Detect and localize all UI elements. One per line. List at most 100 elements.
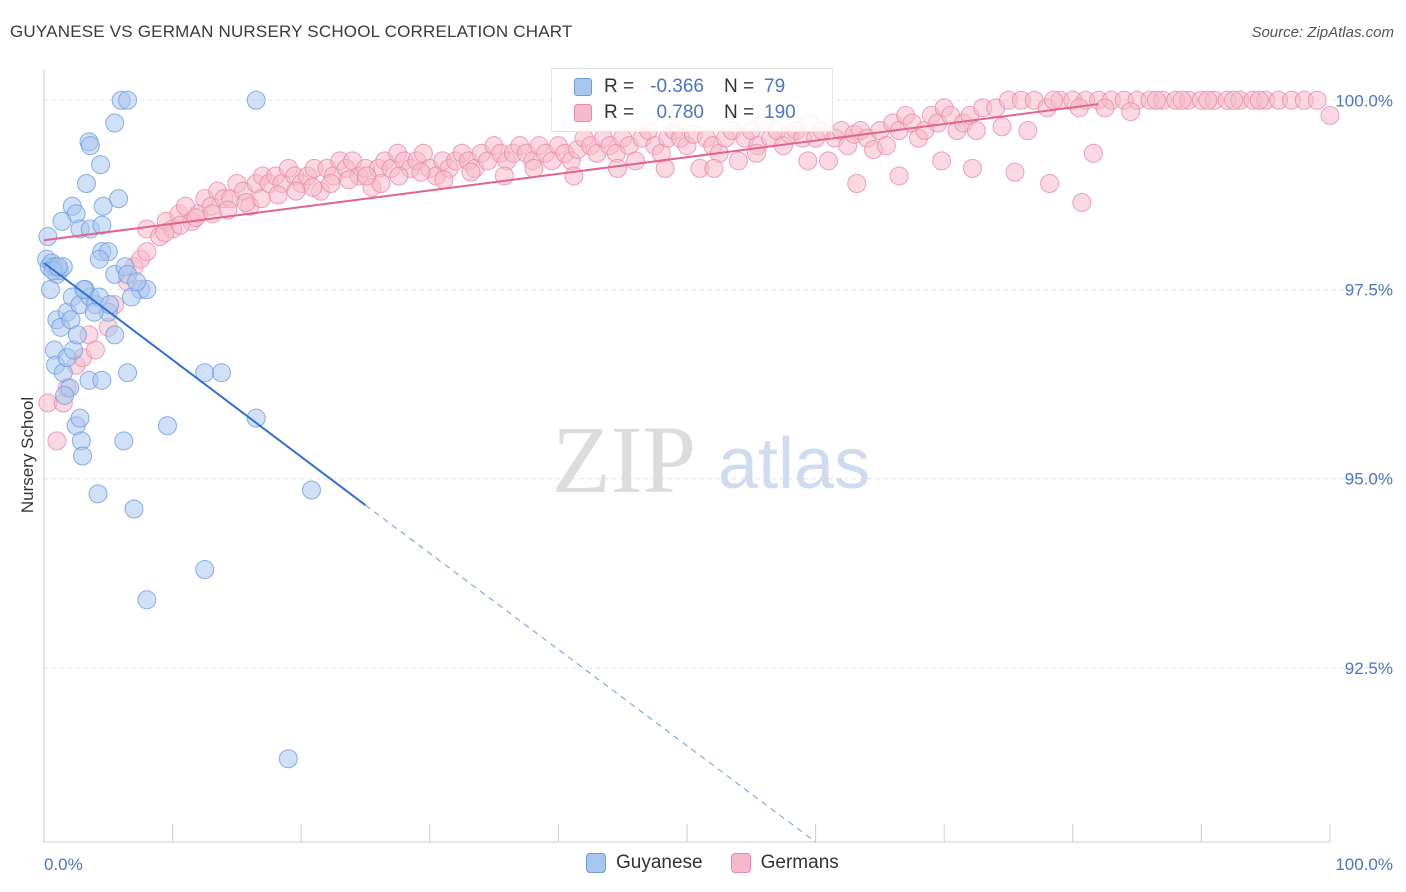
- guyanese-point: [74, 279, 94, 299]
- germans-point: [1072, 192, 1092, 212]
- germans-point: [434, 170, 454, 190]
- germans-point: [268, 185, 288, 205]
- germans-point: [962, 158, 982, 178]
- guyanese-point: [105, 325, 125, 345]
- germans-point: [321, 174, 341, 194]
- r-label: R =: [604, 76, 635, 97]
- guyanese-point: [93, 196, 113, 216]
- germans-legend-label: Germans: [760, 852, 839, 873]
- guyanese-point: [55, 385, 75, 405]
- y-tick-label: 100.0%: [1335, 91, 1393, 110]
- guyanese-trend-line: [43, 262, 367, 506]
- germans-point: [847, 174, 867, 194]
- guyanese-legend-swatch: [586, 853, 606, 873]
- legend-row-germans: R = 0.780 N = 190: [574, 101, 804, 125]
- germans-point: [932, 151, 952, 171]
- germans-point: [47, 431, 67, 451]
- germans-point: [1040, 174, 1060, 194]
- germans-point: [170, 215, 190, 235]
- germans-point: [992, 117, 1012, 137]
- guyanese-point: [118, 363, 138, 383]
- chart-title: GUYANESE VS GERMAN NURSERY SCHOOL CORREL…: [10, 22, 573, 41]
- guyanese-point: [124, 499, 144, 519]
- axes: [43, 70, 1331, 843]
- germans-point: [608, 158, 628, 178]
- legend-row-guyanese: R = -0.366 N = 79: [574, 75, 804, 99]
- x-tick-label: 0.0%: [44, 855, 83, 874]
- source-label: Source: ZipAtlas.com: [1251, 24, 1394, 41]
- germans-point: [1018, 121, 1038, 141]
- germans-point: [1320, 105, 1340, 125]
- guyanese-swatch: [574, 78, 592, 96]
- germans-point: [798, 151, 818, 171]
- germans-point: [1198, 90, 1218, 110]
- guyanese-point: [301, 480, 321, 500]
- guyanese-point: [118, 90, 138, 110]
- germans-point: [339, 170, 359, 190]
- x-tick-label: 100.0%: [1335, 855, 1393, 874]
- y-tick-label: 95.0%: [1345, 470, 1393, 489]
- guyanese-point: [80, 136, 100, 156]
- germans-point: [286, 181, 306, 201]
- germans-point: [1249, 90, 1269, 110]
- germans-point: [728, 151, 748, 171]
- germans-point: [704, 158, 724, 178]
- watermark-zip: ZIP: [552, 406, 696, 513]
- germans-swatch: [574, 104, 592, 122]
- germans-point: [411, 162, 431, 182]
- germans-point: [357, 166, 377, 186]
- germans-point: [85, 340, 105, 360]
- r-label: R =: [604, 102, 635, 123]
- germans-point: [1121, 102, 1141, 122]
- guyanese-n-value: 79: [764, 76, 786, 97]
- germans-point: [524, 158, 544, 178]
- guyanese-point: [278, 749, 298, 769]
- germans-point: [1083, 143, 1103, 163]
- guyanese-point: [137, 590, 157, 610]
- guyanese-point: [105, 113, 125, 133]
- guyanese-point: [195, 560, 215, 580]
- tick-labels: 92.5% 95.0% 97.5% 100.0% 0.0% 100.0%: [44, 91, 1393, 874]
- guyanese-point: [109, 189, 129, 209]
- germans-point: [236, 192, 256, 212]
- guyanese-point: [52, 211, 72, 231]
- germans-legend-swatch: [730, 853, 751, 873]
- guyanese-point: [84, 302, 104, 322]
- guyanese-point: [246, 408, 266, 428]
- germans-point: [889, 166, 909, 186]
- guyanese-point: [92, 370, 112, 390]
- germans-point: [303, 177, 323, 197]
- guyanese-point: [91, 155, 111, 175]
- guyanese-point: [157, 416, 177, 436]
- guyanese-legend-label: Guyanese: [616, 852, 703, 873]
- n-label: N =: [724, 102, 755, 123]
- germans-point: [1224, 90, 1244, 110]
- y-tick-label: 92.5%: [1345, 659, 1393, 678]
- y-tick-label: 97.5%: [1345, 280, 1393, 299]
- germans-point: [1044, 90, 1064, 110]
- legend-item-germans[interactable]: Germans: [730, 852, 839, 874]
- germans-point: [137, 242, 157, 262]
- germans-point: [461, 162, 481, 182]
- germans-point: [389, 166, 409, 186]
- legend-item-guyanese[interactable]: Guyanese: [586, 852, 703, 874]
- guyanese-point: [127, 272, 147, 292]
- guyanese-point: [67, 325, 87, 345]
- germans-point: [1146, 90, 1166, 110]
- guyanese-point: [76, 174, 96, 194]
- germans-point: [1005, 162, 1025, 182]
- guyanese-point: [73, 446, 93, 466]
- germans-r-value: 0.780: [656, 102, 704, 123]
- germans-point: [564, 166, 584, 186]
- guyanese-point: [211, 363, 231, 383]
- watermark-atlas: atlas: [718, 424, 870, 504]
- n-label: N =: [724, 76, 755, 97]
- germans-point: [876, 136, 896, 156]
- guyanese-point: [92, 215, 112, 235]
- germans-point: [1095, 98, 1115, 118]
- series-legend: Guyanese Germans: [586, 852, 867, 874]
- germans-trend-line: [43, 103, 1099, 242]
- guyanese-point: [38, 227, 58, 247]
- guyanese-r-value: -0.366: [650, 76, 704, 97]
